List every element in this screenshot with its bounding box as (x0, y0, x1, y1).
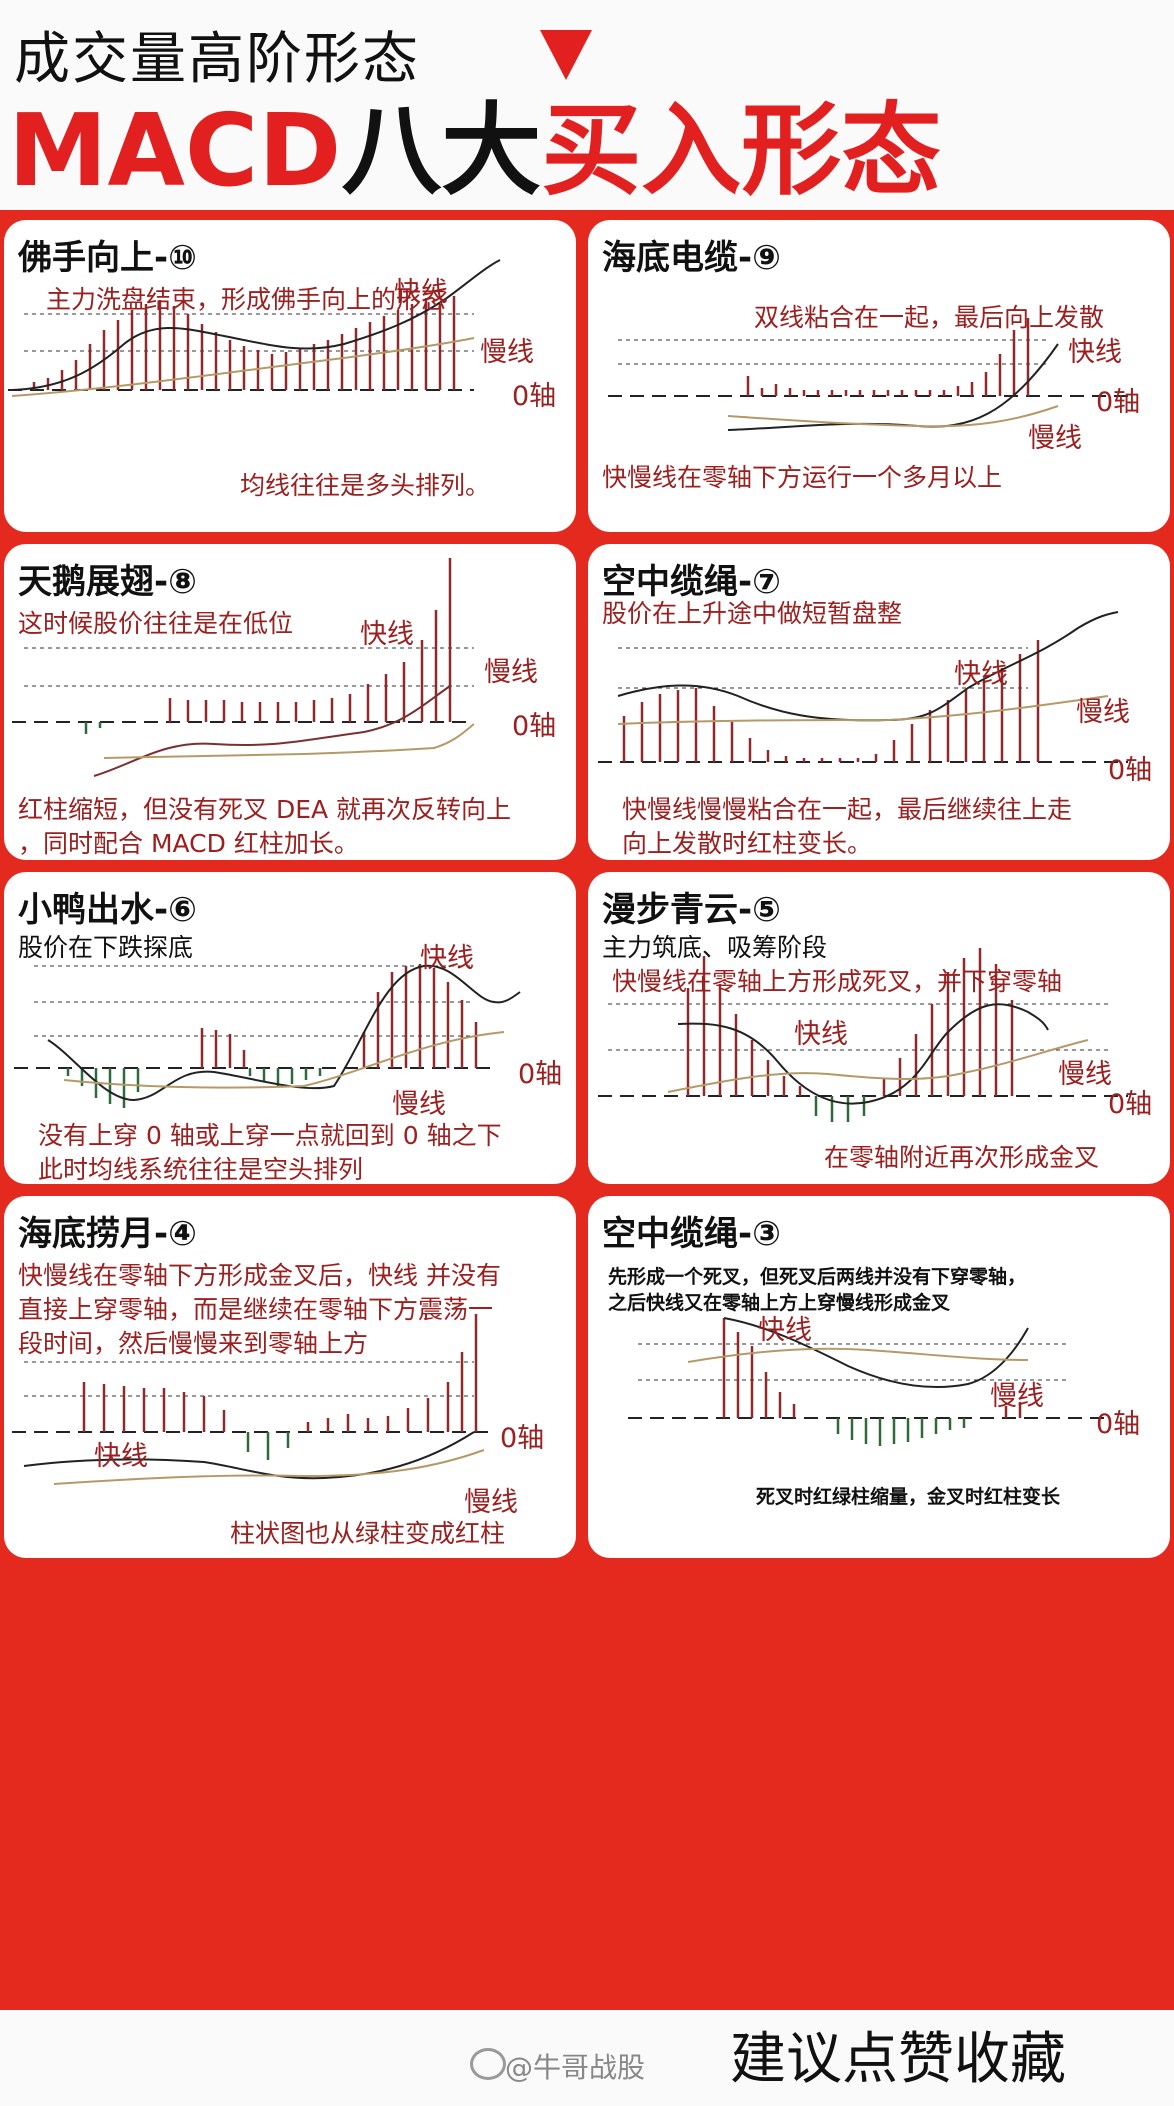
panel-kongzhong-lansheng-3: 快线 慢线 0轴 空中缆绳-③ 先形成一个死叉，但死叉后两线并没有下穿零轴， 之… (588, 1196, 1170, 1558)
annotation: 快慢线在零轴下方形成金叉后，快线 并没有 (18, 1261, 501, 1290)
zero-axis-label: 0轴 (518, 1059, 563, 1090)
annotation: 先形成一个死叉，但死叉后两线并没有下穿零轴， (608, 1266, 1027, 1288)
chart-haidi-dianlan (608, 318, 1128, 431)
panel-title: 佛手向上-⑩ (18, 238, 197, 278)
fast-line-label: 快线 (94, 1441, 148, 1472)
panel-title: 海底电缆-⑨ (602, 238, 781, 278)
panel-title: 空中缆绳-③ (602, 1214, 781, 1254)
zero-axis-label: 0轴 (512, 381, 557, 412)
panel-tiane-zhanchi: 快线 慢线 0轴 天鹅展翅-⑧ 这时候股价往往是在低位 红柱缩短，但没有死叉 D… (4, 544, 576, 860)
slow-line-label: 慢线 (484, 657, 538, 688)
panel-haidi-laoyue: 快线 慢线 0轴 海底捞月-④ 快慢线在零轴下方形成金叉后，快线 并没有 直接上… (4, 1196, 576, 1558)
chart-haidi-laoyue (12, 1314, 494, 1485)
title-macd: MACD (8, 92, 342, 209)
annotation: 均线往往是多头排列。 (240, 471, 491, 500)
zero-axis-label: 0轴 (500, 1423, 545, 1454)
annotation: 柱状图也从绿柱变成红柱 (230, 1519, 506, 1548)
slow-line-label: 慢线 (392, 1089, 446, 1120)
footer: @牛哥战股 建议点赞收藏 (0, 2010, 1174, 2106)
panel-haidi-dianlan: 快线 慢线 0轴 海底电缆-⑨ 双线粘合在一起，最后向上发散 快慢线在零轴下方运… (588, 220, 1170, 532)
annotation: 向上发散时红柱变长。 (622, 829, 873, 858)
fast-line-label: 快线 (758, 1315, 812, 1346)
slow-line-label: 慢线 (990, 1381, 1044, 1412)
slow-line-label: 慢线 (480, 337, 534, 368)
annotation: 红柱缩短，但没有死叉 DEA 就再次反转向上 (18, 795, 512, 824)
fast-line-label: 快线 (794, 1019, 848, 1050)
panel-title: 漫步青云-⑤ (602, 890, 781, 930)
weibo-icon (470, 2048, 506, 2080)
annotation: 直接上穿零轴，而是继续在零轴下方震荡一 (18, 1295, 494, 1324)
annotation: 在零轴附近再次形成金叉 (824, 1143, 1100, 1172)
zero-axis-label: 0轴 (1096, 387, 1141, 418)
fast-line-label: 快线 (360, 619, 414, 650)
panel-xiaoya-chushui: 快线 慢线 0轴 小鸭出水-⑥ 股价在下跌探底 没有上穿 0 轴或上穿一点就回到… (4, 872, 576, 1184)
header-title: MACD八大买入形态 (8, 96, 941, 206)
header: 成交量高阶形态 MACD八大买入形态 (0, 0, 1174, 210)
slow-line-label: 慢线 (464, 1487, 518, 1518)
slow-line-label: 慢线 (1058, 1059, 1112, 1090)
chart-manbu-qingyun (598, 948, 1128, 1122)
annotation: 双线粘合在一起，最后向上发散 (754, 303, 1105, 332)
panels-frame: 快线 慢线 0轴 佛手向上-⑩ 主力洗盘结束，形成佛手向上的形态 均线往往是多头… (0, 210, 1174, 2010)
annotation: 此时均线系统往往是空头排列 (38, 1155, 364, 1184)
panel-kongzhong-lansheng-7: 快线 慢线 0轴 空中缆绳-⑦ 股价在上升途中做短暂盘整 快慢线慢慢粘合在一起，… (588, 544, 1170, 860)
annotation: 段时间，然后慢慢来到零轴上方 (18, 1329, 369, 1358)
title-eight: 八大 (341, 92, 542, 209)
annotation: 这时候股价往往是在低位 (18, 609, 294, 638)
chart-kongzhong-lansheng-7 (598, 611, 1128, 763)
panel-manbu-qingyun: 快线 慢线 0轴 漫步青云-⑤ 主力筑底、吸筹阶段 快慢线在零轴上方形成死叉，并… (588, 872, 1170, 1184)
slow-line-label: 慢线 (1028, 423, 1082, 454)
watermark: @牛哥战股 (505, 2051, 646, 2084)
annotation: 股价在上升途中做短暂盘整 (602, 599, 903, 628)
annotation: 没有上穿 0 轴或上穿一点就回到 0 轴之下 (38, 1121, 502, 1150)
annotation: ，同时配合 MACD 红柱加长。 (18, 829, 359, 858)
panel-title: 小鸭出水-⑥ (18, 890, 197, 930)
annotation: 股价在下跌探底 (18, 933, 194, 962)
zero-axis-label: 0轴 (1108, 1089, 1153, 1120)
zero-axis-label: 0轴 (1108, 755, 1153, 786)
chart-foshou (8, 259, 501, 397)
annotation: 主力筑底、吸筹阶段 (602, 933, 828, 962)
panel-title: 天鹅展翅-⑧ (18, 562, 197, 602)
chart-tiane-zhanchi (12, 558, 475, 777)
fast-line-label: 快线 (420, 943, 474, 974)
slogan: 建议点赞收藏 (730, 2027, 1066, 2092)
annotation: 快慢线慢慢粘合在一起，最后继续往上走 (622, 795, 1073, 824)
fast-line-label: 快线 (394, 277, 448, 308)
annotation: 快慢线在零轴上方形成死叉，并下穿零轴 (612, 967, 1063, 996)
chart-xiaoya-chushui (14, 964, 521, 1108)
annotation: 主力洗盘结束，形成佛手向上的形态 (46, 285, 447, 314)
fast-line-label: 快线 (1068, 337, 1122, 368)
title-buy-patterns: 买入形态 (541, 92, 942, 209)
fast-line-label: 快线 (954, 659, 1008, 690)
slow-line-label: 慢线 (1076, 697, 1130, 728)
zero-axis-label: 0轴 (1096, 1409, 1141, 1440)
annotation: 快慢线在零轴下方运行一个多月以上 (602, 463, 1003, 492)
down-arrow-icon (540, 30, 592, 80)
header-subtitle: 成交量高阶形态 (14, 27, 420, 92)
chart-kongzhong-lansheng-3 (628, 1317, 1108, 1446)
zero-axis-label: 0轴 (512, 711, 557, 742)
panel-foshou: 快线 慢线 0轴 佛手向上-⑩ 主力洗盘结束，形成佛手向上的形态 均线往往是多头… (4, 220, 576, 532)
panel-title: 海底捞月-④ (18, 1214, 197, 1254)
panel-title: 空中缆绳-⑦ (602, 562, 781, 602)
annotation: 死叉时红绿柱缩量，金叉时红柱变长 (756, 1486, 1061, 1508)
annotation: 之后快线又在零轴上方上穿慢线形成金叉 (608, 1292, 951, 1314)
